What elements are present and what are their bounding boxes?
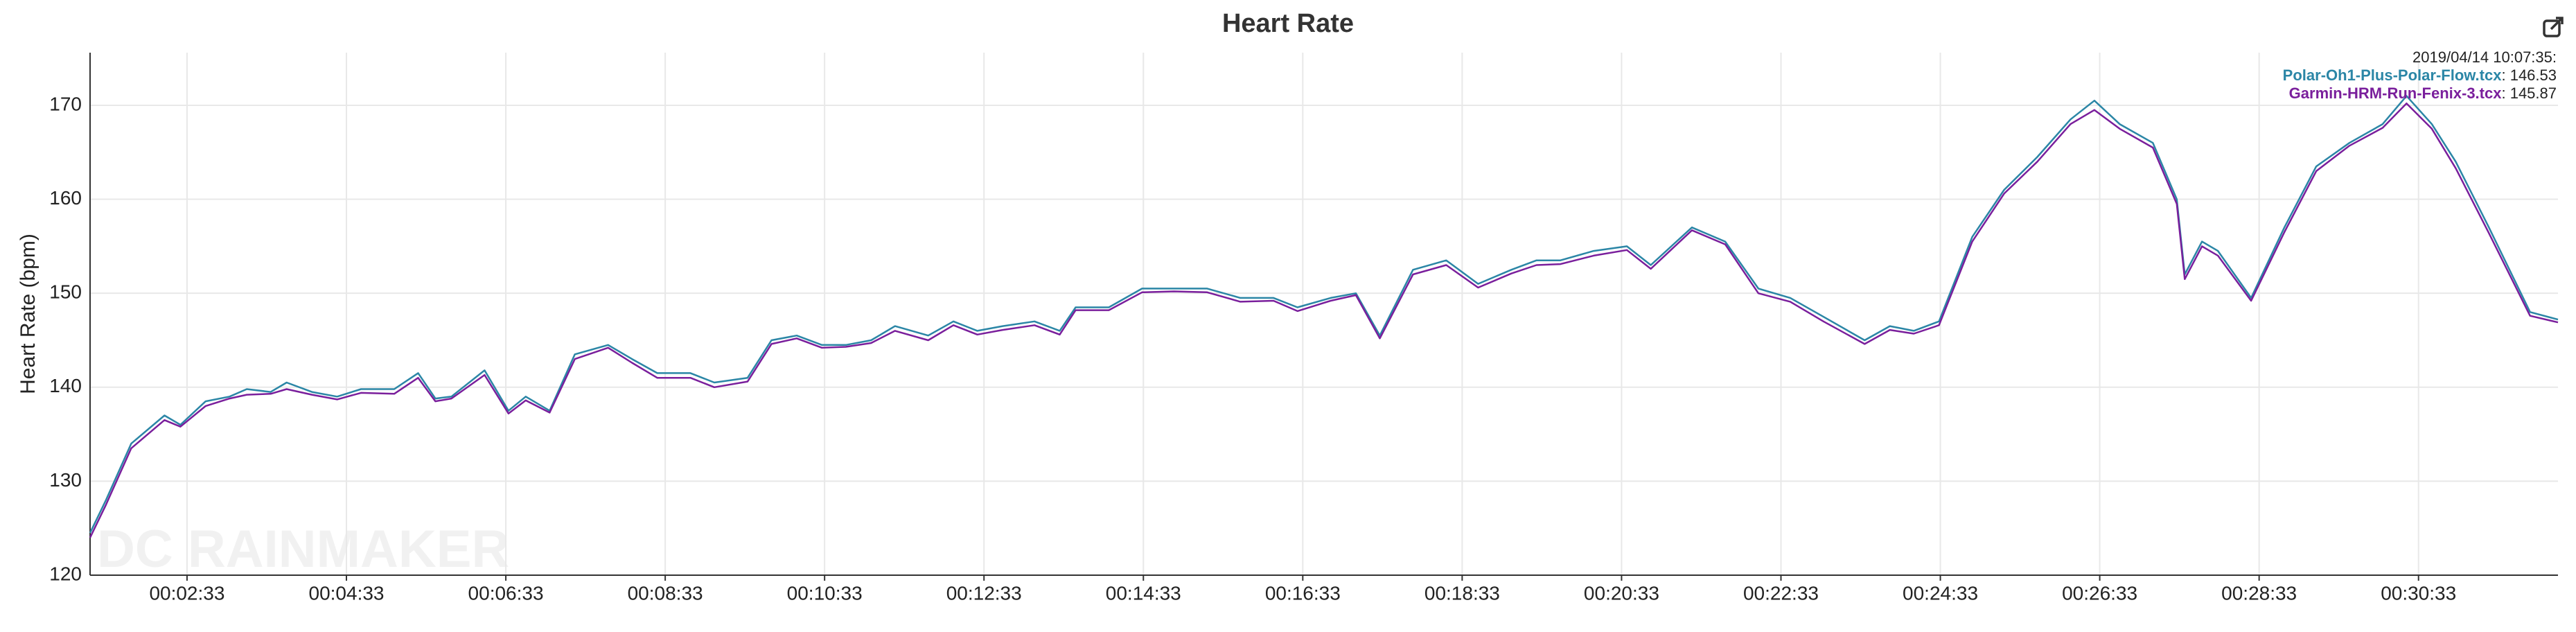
x-tick-label: 00:18:33	[1424, 582, 1500, 604]
x-tick-label: 00:20:33	[1584, 582, 1659, 604]
y-tick-label: 150	[49, 281, 82, 303]
x-tick-label: 00:28:33	[2221, 582, 2297, 604]
x-tick-label: 00:16:33	[1265, 582, 1341, 604]
x-tick-label: 00:24:33	[1903, 582, 1978, 604]
x-tick-label: 00:02:33	[149, 582, 224, 604]
x-tick-label: 00:08:33	[628, 582, 703, 604]
watermark: DC RAINMAKER	[97, 520, 509, 579]
x-tick-label: 00:12:33	[946, 582, 1022, 604]
y-axis-label: Heart Rate (bpm)	[17, 234, 39, 394]
tooltip-value: 146.53	[2510, 67, 2557, 84]
tooltip-series-name: Polar-Oh1-Plus-Polar-Flow.tcx	[2283, 67, 2503, 84]
tooltip-row: Polar-Oh1-Plus-Polar-Flow.tcx: 146.53	[2283, 67, 2557, 84]
export-icon[interactable]	[2543, 17, 2564, 37]
series-line	[89, 102, 2559, 538]
tooltip-row: Garmin-HRM-Run-Fenix-3.tcx: 145.87	[2289, 85, 2557, 102]
icon-box[interactable]	[2543, 19, 2561, 37]
x-tick-label: 00:22:33	[1743, 582, 1819, 604]
icon-arrow[interactable]	[2550, 17, 2564, 30]
x-tick-label: 00:10:33	[787, 582, 863, 604]
separator: :	[2501, 85, 2509, 102]
y-tick-label: 120	[49, 563, 82, 584]
tooltip-series-name: Garmin-HRM-Run-Fenix-3.tcx	[2289, 85, 2503, 102]
x-tick-label: 00:06:33	[468, 582, 544, 604]
x-tick-label: 00:26:33	[2062, 582, 2137, 604]
x-tick-label: 00:30:33	[2381, 582, 2456, 604]
chart-title: Heart Rate	[1222, 9, 1354, 38]
y-tick-label: 130	[49, 469, 82, 491]
separator: :	[2501, 67, 2509, 84]
x-tick-label: 00:04:33	[309, 582, 385, 604]
y-tick-label: 140	[49, 375, 82, 396]
y-tick-label: 170	[49, 93, 82, 114]
x-tick-label: 00:14:33	[1106, 582, 1181, 604]
tooltip-title: 2019/04/14 10:07:35:	[2412, 49, 2557, 66]
y-tick-label: 160	[49, 187, 82, 209]
tooltip-value: 145.87	[2510, 85, 2557, 102]
series-line	[89, 95, 2559, 534]
